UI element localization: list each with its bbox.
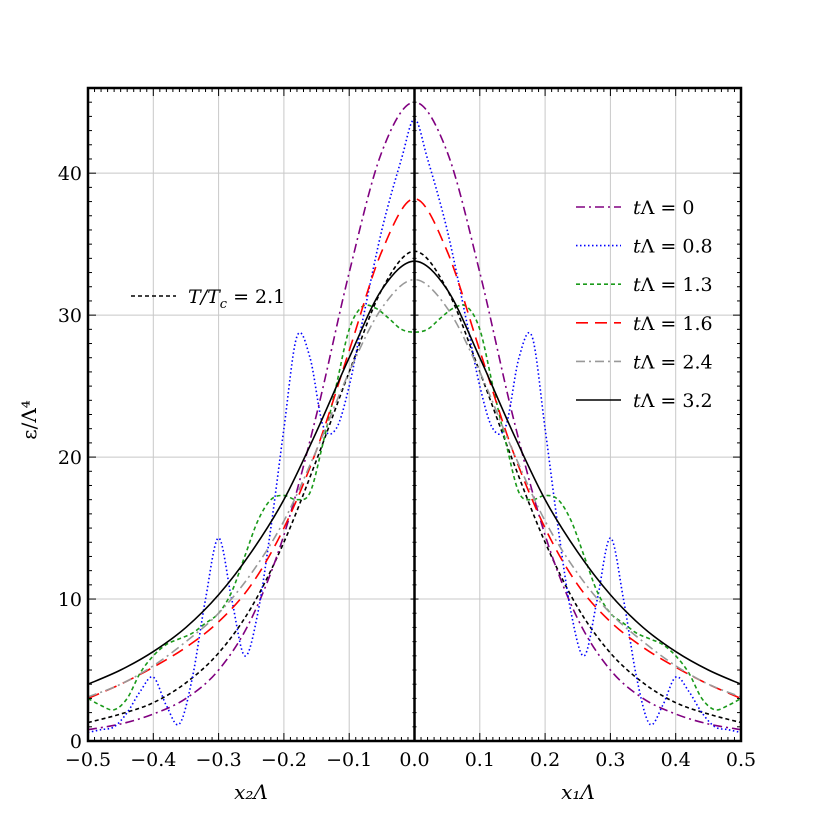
y-axis-label: ε/Λ⁴ [17,400,41,440]
x-tick-label: −0.3 [196,749,242,771]
y-tick-label: 10 [58,589,82,611]
x-tick-label: 0.2 [530,749,560,771]
legend-label-prefix: t [633,236,641,258]
x-tick-label: 0.5 [726,749,756,771]
legend-label-prefix: t [633,313,641,335]
legend-label-value: Λ = 2.4 [640,351,713,373]
y-tick-label: 20 [58,447,82,469]
series-line-3 [87,197,742,700]
y-tick-labels: 0 10 20 30 40 [58,163,82,753]
y-tick-label: 40 [58,163,82,185]
series-line-1 [87,118,742,734]
legend-label-prefix: t [633,390,641,412]
reference-label-value: = 2.1 [227,286,285,308]
legend-label-2: tΛ = 1.3 [633,274,713,296]
legend: tΛ = 0tΛ = 0.8tΛ = 1.3tΛ = 1.6tΛ = 2.4tΛ… [576,197,713,412]
reference-label-main: T/T [188,286,221,308]
legend-label-1: tΛ = 0.8 [633,236,713,258]
legend-label-value: Λ = 1.3 [640,274,713,296]
series-line-2 [87,304,742,711]
x-tick-label: 0.4 [661,749,691,771]
x-axis-label-left: x₂Λ [234,780,268,804]
legend-label-4: tΛ = 2.4 [633,351,713,373]
x-tick-label: 0.3 [595,749,625,771]
legend-label-prefix: t [633,197,641,219]
x-tick-label: −0.2 [261,749,307,771]
x-axis-label-right: x₁Λ [561,780,595,804]
legend-label-prefix: t [633,351,641,373]
legend-label-value: Λ = 0 [640,197,695,219]
x-tick-labels: −0.5 −0.4 −0.3 −0.2 −0.1 0.0 0.1 0.2 0.3 0.4 0.5 [65,749,756,771]
legend-label-prefix: t [633,274,641,296]
x-tick-label: 0.1 [465,749,495,771]
legend-label-5: tΛ = 3.2 [633,390,713,412]
reference-label: T/Tc = 2.1 [188,286,285,312]
legend-label-value: Λ = 3.2 [640,390,713,412]
reference-label-sub: c [220,297,228,312]
legend-label-0: tΛ = 0 [633,197,694,219]
y-tick-label: 30 [58,305,82,327]
x-tick-label: −0.5 [65,749,111,771]
x-tick-label: −0.1 [326,749,372,771]
x-tick-label: −0.4 [130,749,176,771]
reference-legend: T/Tc = 2.1 [131,286,285,312]
legend-label-value: Λ = 0.8 [640,236,713,258]
legend-label-3: tΛ = 1.6 [633,313,713,335]
x-tick-label: 0.0 [399,749,429,771]
legend-label-value: Λ = 1.6 [640,313,713,335]
y-tick-label: 0 [70,731,82,753]
axis-ticks [87,87,742,742]
